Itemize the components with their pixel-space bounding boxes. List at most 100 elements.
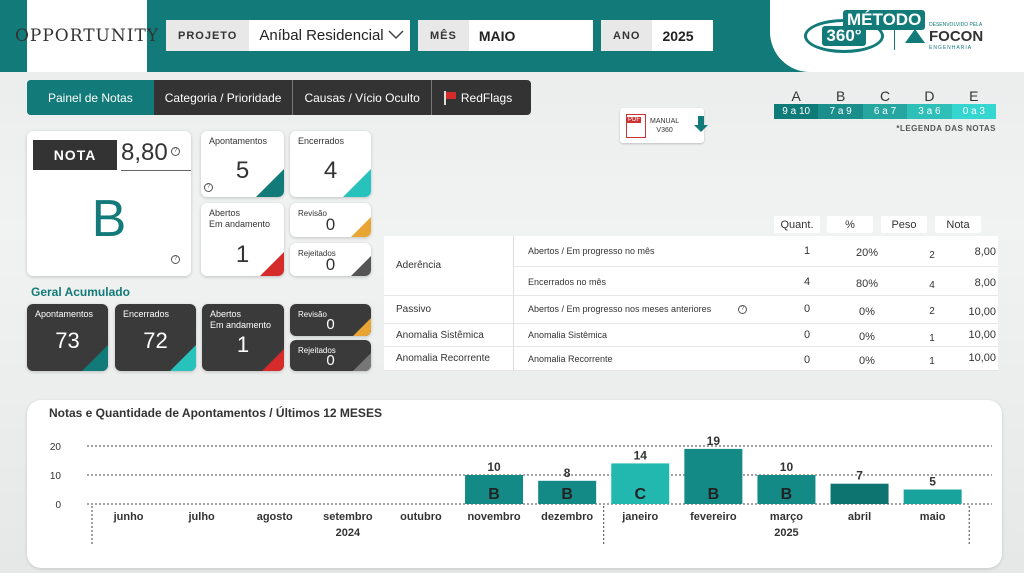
year-filter-label: ANO [601,20,653,51]
focon-logo: DESENVOLVIDO PELA FOCON ENGENHARIA [905,22,983,51]
row-nota: 10,00 [968,329,996,341]
x-tick-label: novembro [467,511,520,523]
row-quant: 0 [803,303,811,315]
tab-redflags[interactable]: RedFlags [432,80,523,115]
info-icon[interactable]: ? [171,147,180,156]
card-accent [353,353,371,371]
row-peso: 2 [929,250,935,261]
bar [465,475,524,504]
table-group-passivo: Passivo [384,296,514,324]
card-label: Abertos Em andamento [210,309,271,331]
legend-letter: B [835,88,846,104]
year-label: 2025 [774,527,798,539]
nota-grade: B [91,190,127,248]
card-geral-abertos: Abertos Em andamento 1 [202,304,284,371]
card-value: 1 [235,241,250,268]
info-icon[interactable]: ? [204,183,213,192]
table-group-anomalia-recorrente: Anomalia Recorrente [384,347,514,371]
download-icon [694,116,708,134]
year-filter-value[interactable]: 2025 [662,27,694,44]
row-nota: 10,00 [968,352,996,364]
row-pct: 0% [859,306,875,318]
bar [538,480,597,504]
month-filter[interactable]: MÊS MAIO [418,20,593,51]
legend-letter: A [791,88,801,104]
table-row: Anomalia Recorrente 0 0% 1 10,00 [514,347,998,371]
tab-painel-de-notas[interactable]: Painel de Notas [27,80,154,115]
tab-categoria-prioridade[interactable]: Categoria / Prioridade [154,80,294,115]
row-pct: 20% [855,247,879,259]
month-filter-label: MÊS [418,20,469,51]
row-desc: Abertos / Em progresso no mês [528,246,655,256]
legend-note: *LEGENDA DAS NOTAS [896,124,996,133]
data-label: 8 [564,466,571,480]
chevron-down-icon[interactable] [388,30,404,40]
nota-value: 8,80 [121,139,168,166]
legend-range: 7 a 9 [818,104,863,119]
card-label: Abertos Em andamento [209,208,270,230]
card-label: Encerrados [123,309,170,319]
year-filter[interactable]: ANO 2025 [601,20,713,51]
y-tick-label: 20 [50,442,62,453]
manual-line2: V360 [656,126,673,134]
info-icon[interactable]: ? [171,255,180,264]
x-tick-label: julho [188,511,216,523]
tab-redflags-label: RedFlags [460,90,513,105]
card-accent [256,169,284,197]
row-quant: 0 [803,329,811,341]
project-filter[interactable]: PROJETO Aníbal Residencial [166,20,410,51]
focon-sub-text: ENGENHARIA [929,44,973,51]
card-revisao: Revisão 0 [290,203,371,237]
table-row: Abertos / Em progresso nos meses anterio… [514,296,998,324]
data-label: 19 [707,434,721,448]
data-label: 7 [856,469,863,483]
legend-range: 0 a 3 [951,104,997,119]
card-value: 0 [326,316,335,333]
legend-letter: D [924,88,935,104]
card-label: Revisão [298,209,327,218]
bar [903,489,962,504]
row-nota: 8,00 [974,277,996,289]
table-header-pct: % [827,216,873,233]
legend-range: 9 a 10 [774,104,819,119]
nota-underline [121,170,191,171]
legend-letter: C [879,88,891,104]
manual-v360-button[interactable]: MANUAL V360 [620,108,708,143]
bar-grade-label: B [488,486,500,503]
card-label: Rejeitados [298,346,336,355]
card-label: Rejeitados [298,249,336,258]
row-peso: 1 [929,356,935,367]
card-label-line1: Abertos [210,309,242,319]
info-icon[interactable]: ? [738,305,747,314]
x-tick-label: fevereiro [690,511,737,523]
x-tick-label: março [770,511,803,523]
row-quant: 0 [803,354,811,366]
card-value: 1 [236,332,250,357]
year-label: 2024 [336,527,361,539]
card-value: 4 [323,157,338,184]
row-desc: Anomalia Sistêmica [528,330,608,340]
row-desc: Anomalia Recorrente [528,354,613,364]
card-accent [170,345,196,371]
nota-card: NOTA 8,80 ? B ? [27,131,191,276]
card-apontamentos: Apontamentos 5 ? [201,131,284,197]
legend-letter: E [969,88,979,104]
table-header-nota: Nota [935,216,981,233]
month-filter-value[interactable]: MAIO [478,27,516,44]
card-value: 5 [235,157,250,184]
bar-chart: 0 10 20 junho julho agosto setembro outubro 10 Bn… [50,434,992,545]
card-value: 0 [325,215,336,234]
table-header-peso: Peso [881,216,927,233]
bar-grade-label: B [561,486,573,503]
chart-panel: Notas e Quantidade de Apontamentos / Últ… [27,400,1002,568]
tab-causas-vicio-oculto[interactable]: Causas / Vício Oculto [293,80,432,115]
row-nota: 8,00 [974,246,996,258]
data-label: 14 [634,448,648,462]
data-label: 5 [929,475,936,489]
project-filter-value[interactable]: Aníbal Residencial [259,27,384,44]
y-tick-label: 0 [55,500,61,511]
legend-range: 3 a 6 [907,104,952,119]
card-value: 0 [325,255,336,274]
bar [611,463,670,504]
row-peso: 4 [929,280,935,291]
